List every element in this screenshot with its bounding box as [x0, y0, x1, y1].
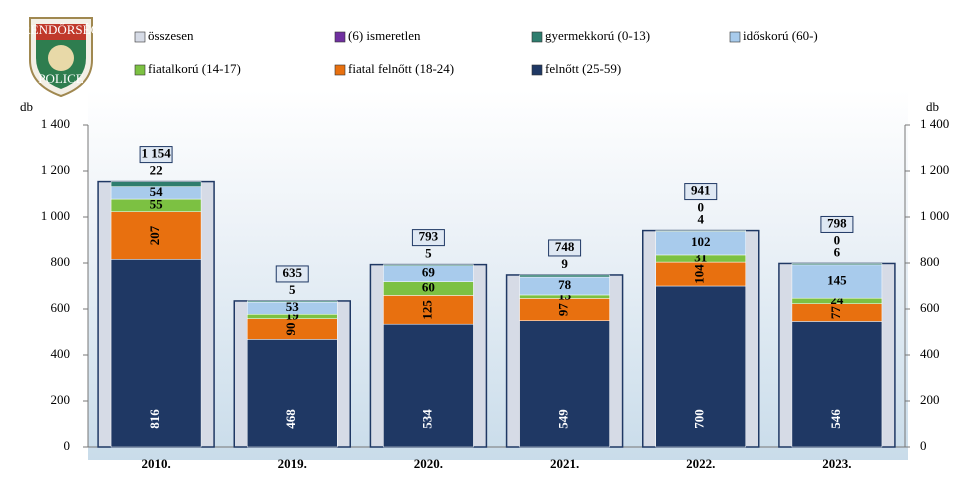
- value-label: 546: [828, 409, 843, 429]
- plot-background: [88, 90, 908, 460]
- value-label: 77: [828, 306, 843, 320]
- y2-tick-label: 1 000: [920, 208, 949, 223]
- bar-segment: [110, 259, 202, 448]
- legend-label: gyermekkorú (0-13): [545, 28, 650, 43]
- value-label: 549: [556, 409, 571, 429]
- y2-axis-label: db: [926, 99, 939, 114]
- legend-swatch: [729, 31, 741, 43]
- total-label-box: [411, 229, 445, 247]
- bar-segment: [655, 230, 746, 232]
- y-tick-label: 1 200: [41, 162, 70, 177]
- legend-label: fiatal felnőtt (18-24): [348, 61, 454, 76]
- y-tick-label: 1 400: [41, 116, 70, 131]
- y-tick-label: 1 000: [41, 208, 70, 223]
- value-label: 54: [150, 184, 164, 199]
- legend-label: (6) ismeretlen: [348, 28, 421, 43]
- legend-label: felnőtt (25-59): [545, 61, 621, 76]
- legend-swatch: [531, 64, 543, 76]
- bar-segment: [791, 263, 883, 266]
- value-label: 5: [425, 246, 432, 261]
- legend-label: összesen: [148, 28, 194, 43]
- value-label: 534: [419, 409, 434, 429]
- value-label: 6: [834, 244, 841, 259]
- total-label: 748: [555, 239, 575, 254]
- legend-label: időskorú (60-): [743, 28, 818, 43]
- total-label: 798: [827, 215, 847, 230]
- value-label: 53: [286, 299, 300, 314]
- bar-segment: [110, 181, 202, 187]
- y-tick-label: 0: [64, 438, 71, 453]
- total-label-box: [820, 215, 854, 233]
- bar-segment: [247, 300, 338, 303]
- value-label: 55: [150, 196, 164, 211]
- value-label: 700: [692, 409, 707, 429]
- bar-segment: [247, 339, 338, 448]
- value-label: 90: [283, 323, 298, 336]
- value-label: 60: [422, 280, 435, 295]
- value-label: 207: [147, 225, 162, 245]
- y2-tick-label: 1 400: [920, 116, 949, 131]
- legend-swatch: [531, 31, 543, 43]
- legend-swatch: [334, 31, 346, 43]
- value-label: 816: [147, 409, 162, 429]
- bar-segment: [791, 264, 883, 299]
- value-label: 78: [558, 277, 572, 292]
- value-label: 5: [289, 282, 296, 297]
- total-label-box: [548, 239, 582, 257]
- total-label-box: [275, 265, 309, 283]
- value-label: 4: [698, 212, 705, 227]
- bar-segment: [110, 211, 202, 260]
- value-label: 22: [150, 163, 163, 178]
- y2-tick-label: 1 200: [920, 162, 949, 177]
- legend-swatch: [134, 31, 146, 43]
- total-label: 635: [283, 265, 303, 280]
- y2-tick-label: 400: [920, 346, 940, 361]
- value-label: 104: [692, 264, 707, 284]
- x-tick-label: 2010.: [141, 456, 170, 471]
- y-tick-label: 200: [51, 392, 71, 407]
- value-label: 0: [698, 200, 705, 215]
- bar-segment: [791, 321, 883, 448]
- y2-tick-label: 600: [920, 300, 940, 315]
- logo-top: RENDŐRSÉG: [22, 22, 100, 37]
- bar-segment: [383, 264, 474, 267]
- total-label: 1 154: [141, 146, 171, 161]
- bar-segment: [383, 323, 474, 448]
- value-label: 0: [834, 232, 841, 247]
- legend-swatch: [134, 64, 146, 76]
- value-label: 9: [561, 256, 568, 271]
- x-tick-label: 2023.: [822, 456, 851, 471]
- x-tick-label: 2019.: [278, 456, 307, 471]
- legend-swatch: [334, 64, 346, 76]
- logo-bottom: POLICE: [38, 71, 84, 86]
- bar-segment: [519, 320, 610, 448]
- total-label: 941: [691, 183, 711, 198]
- y2-tick-label: 800: [920, 254, 940, 269]
- value-label: 125: [419, 300, 434, 320]
- x-tick-label: 2021.: [550, 456, 579, 471]
- value-label: 102: [691, 234, 711, 249]
- y-tick-label: 600: [51, 300, 71, 315]
- total-label: 793: [419, 229, 439, 244]
- y2-tick-label: 0: [920, 438, 927, 453]
- total-label-box: [139, 146, 173, 164]
- logo: RENDŐRSÉG POLICE: [22, 17, 100, 98]
- value-label: 97: [556, 303, 571, 317]
- value-label: 468: [283, 409, 298, 429]
- bar-segment: [519, 274, 610, 278]
- y2-tick-label: 200: [920, 392, 940, 407]
- x-tick-label: 2020.: [414, 456, 443, 471]
- value-label: 69: [422, 265, 436, 280]
- legend-label: fiatalkorú (14-17): [148, 61, 241, 76]
- y-tick-label: 800: [51, 254, 71, 269]
- x-tick-label: 2022.: [686, 456, 715, 471]
- y-axis-label: db: [20, 99, 33, 114]
- bar-segment: [383, 295, 474, 325]
- value-label: 145: [827, 272, 847, 287]
- y-tick-label: 400: [51, 346, 71, 361]
- total-label-box: [684, 183, 718, 201]
